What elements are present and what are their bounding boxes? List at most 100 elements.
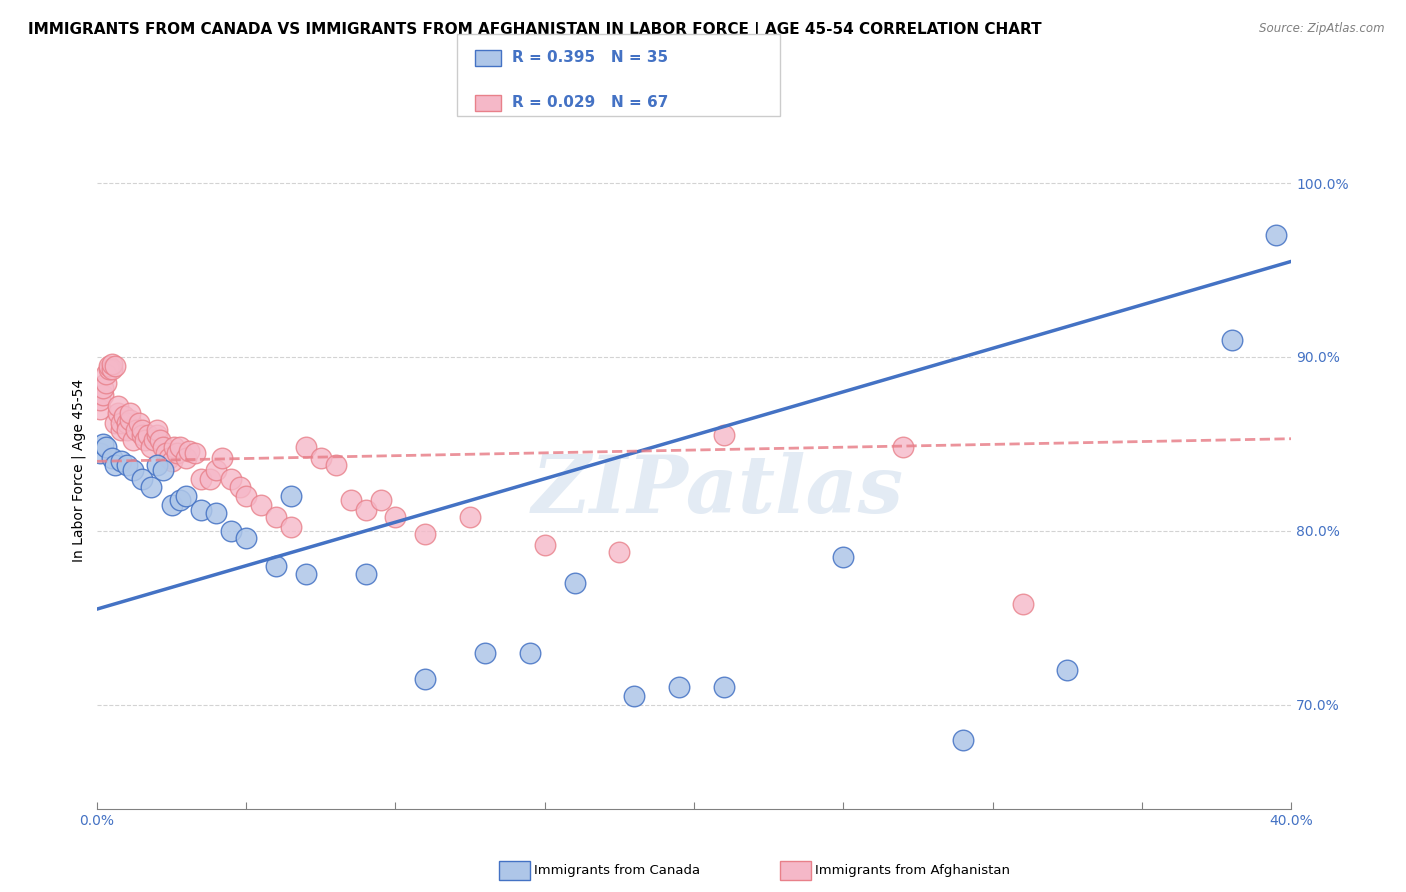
Point	[415, 527, 437, 541]
Point	[110, 423, 132, 437]
Point	[101, 450, 124, 465]
Point	[128, 416, 150, 430]
Point	[354, 567, 377, 582]
Point	[160, 454, 183, 468]
Point	[1011, 597, 1033, 611]
Point	[91, 388, 114, 402]
Point	[104, 359, 127, 373]
Point	[110, 454, 132, 468]
Point	[280, 489, 302, 503]
Point	[142, 434, 165, 448]
Point	[264, 558, 287, 573]
Point	[200, 472, 222, 486]
Text: Source: ZipAtlas.com: Source: ZipAtlas.com	[1260, 22, 1385, 36]
Point	[91, 381, 114, 395]
Point	[91, 437, 114, 451]
Point	[564, 576, 586, 591]
Point	[139, 441, 162, 455]
Point	[169, 441, 191, 455]
Point	[145, 428, 167, 442]
Point	[235, 489, 257, 503]
Point	[97, 359, 120, 373]
Point	[713, 681, 735, 695]
Point	[1265, 228, 1288, 243]
Point	[101, 357, 124, 371]
Point	[184, 445, 207, 459]
Point	[166, 445, 188, 459]
Point	[354, 503, 377, 517]
Point	[148, 434, 170, 448]
Point	[134, 434, 156, 448]
Point	[136, 428, 159, 442]
Point	[832, 549, 855, 564]
Point	[131, 423, 153, 437]
Point	[713, 428, 735, 442]
Point	[152, 441, 174, 455]
Point	[89, 393, 111, 408]
Point	[97, 362, 120, 376]
Point	[309, 450, 332, 465]
Point	[190, 472, 212, 486]
Point	[952, 732, 974, 747]
Point	[211, 450, 233, 465]
Point	[131, 428, 153, 442]
Point	[176, 489, 198, 503]
Y-axis label: In Labor Force | Age 45-54: In Labor Force | Age 45-54	[72, 378, 86, 562]
Point	[609, 545, 631, 559]
Point	[89, 402, 111, 417]
Point	[205, 463, 228, 477]
Point	[107, 406, 129, 420]
Point	[101, 362, 124, 376]
Point	[474, 646, 496, 660]
Point	[169, 492, 191, 507]
Point	[145, 458, 167, 472]
Point	[115, 458, 138, 472]
Point	[190, 503, 212, 517]
Point	[533, 538, 555, 552]
Point	[104, 416, 127, 430]
Point	[121, 434, 143, 448]
Point	[519, 646, 541, 660]
Point	[1220, 333, 1243, 347]
Point	[118, 406, 141, 420]
Point	[121, 463, 143, 477]
Point	[229, 480, 252, 494]
Point	[176, 450, 198, 465]
Point	[295, 441, 318, 455]
Point	[94, 376, 117, 390]
Point	[219, 524, 242, 538]
Point	[458, 510, 481, 524]
Point	[112, 409, 135, 423]
Point	[179, 443, 201, 458]
Text: IMMIGRANTS FROM CANADA VS IMMIGRANTS FROM AFGHANISTAN IN LABOR FORCE | AGE 45-54: IMMIGRANTS FROM CANADA VS IMMIGRANTS FRO…	[28, 22, 1042, 38]
Point	[623, 689, 645, 703]
Text: Immigrants from Canada: Immigrants from Canada	[534, 864, 700, 877]
Point	[280, 520, 302, 534]
Point	[110, 416, 132, 430]
Point	[139, 480, 162, 494]
Point	[415, 672, 437, 686]
Point	[668, 681, 690, 695]
Point	[160, 498, 183, 512]
Point	[115, 416, 138, 430]
Point	[384, 510, 406, 524]
Point	[1056, 663, 1078, 677]
Text: Immigrants from Afghanistan: Immigrants from Afghanistan	[815, 864, 1011, 877]
Point	[89, 445, 111, 459]
Point	[94, 368, 117, 382]
Point	[891, 441, 914, 455]
Point	[370, 492, 392, 507]
Point	[115, 423, 138, 437]
Point	[104, 458, 127, 472]
Point	[145, 423, 167, 437]
Text: R = 0.029   N = 67: R = 0.029 N = 67	[512, 95, 668, 110]
Point	[325, 458, 347, 472]
Point	[235, 531, 257, 545]
Point	[152, 463, 174, 477]
Point	[264, 510, 287, 524]
Point	[250, 498, 273, 512]
Point	[157, 450, 180, 465]
Point	[155, 445, 177, 459]
Point	[118, 412, 141, 426]
Point	[163, 441, 186, 455]
